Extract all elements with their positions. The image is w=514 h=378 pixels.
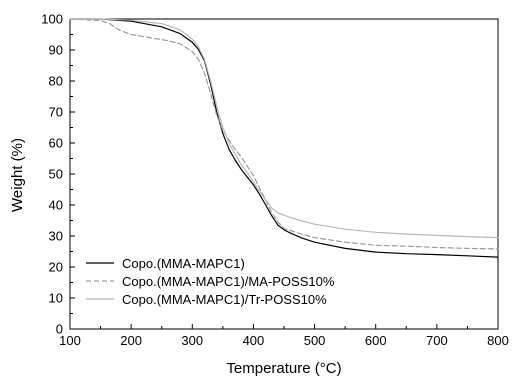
y-tick-label: 30 xyxy=(49,229,63,244)
y-tick-label: 70 xyxy=(49,105,63,120)
x-axis: 100 200 300 400 500 600 700 800 xyxy=(59,324,509,348)
y-tick-label: 10 xyxy=(49,291,63,306)
y-tick-label: 0 xyxy=(56,322,63,337)
series-line-2 xyxy=(69,18,499,250)
x-tick-label: 500 xyxy=(304,333,326,348)
legend-label-series-2: Copo.(MMA-MAPC1)/MA-POSS10% xyxy=(122,274,335,289)
series-layer xyxy=(69,18,499,258)
y-tick-label: 20 xyxy=(49,260,63,275)
y-axis: 0 10 20 30 40 50 60 70 80 90 100 xyxy=(41,12,75,337)
x-tick-label: 300 xyxy=(181,333,203,348)
y-axis-title: Weight (%) xyxy=(9,138,26,212)
y-tick-label: 90 xyxy=(49,43,63,58)
legend-label-series-3: Copo.(MMA-MAPC1)/Tr-POSS10% xyxy=(122,292,327,307)
x-axis-title: Temperature (°C) xyxy=(226,360,341,377)
y-tick-label: 50 xyxy=(49,167,63,182)
x-tick-label: 400 xyxy=(243,333,265,348)
y-tick-label: 100 xyxy=(41,12,63,27)
x-tick-label: 800 xyxy=(487,333,509,348)
x-tick-label: 100 xyxy=(59,333,81,348)
y-tick-label: 60 xyxy=(49,136,63,151)
legend-label-series-1: Copo.(MMA-MAPC1) xyxy=(122,256,245,271)
x-tick-label: 200 xyxy=(120,333,142,348)
y-tick-label: 80 xyxy=(49,74,63,89)
x-tick-label: 600 xyxy=(365,333,387,348)
series-line-1 xyxy=(69,18,499,258)
series-line-3 xyxy=(69,18,499,239)
legend: Copo.(MMA-MAPC1) Copo.(MMA-MAPC1)/MA-POS… xyxy=(86,256,335,307)
y-tick-label: 40 xyxy=(49,198,63,213)
x-tick-label: 700 xyxy=(426,333,448,348)
